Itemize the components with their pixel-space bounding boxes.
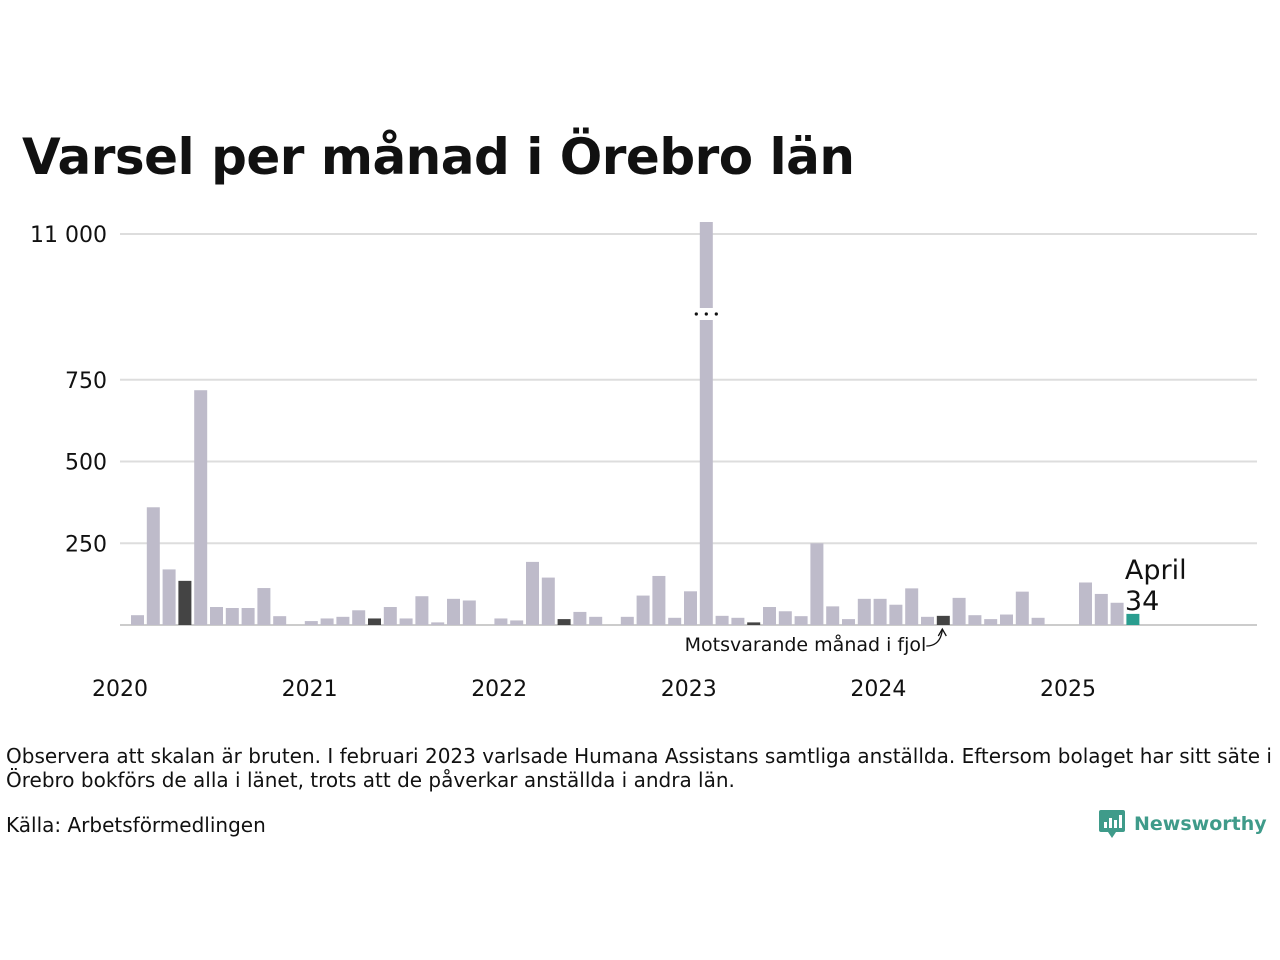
axis-break-dot (694, 312, 698, 316)
chart-title: Varsel per månad i Örebro län (22, 128, 855, 186)
bar (510, 620, 524, 625)
bar (731, 617, 745, 625)
x-tick-label: 2023 (661, 677, 717, 702)
comparison-arrowhead (937, 627, 947, 637)
bar (131, 615, 144, 625)
x-tick-label: 2021 (282, 677, 338, 702)
bar (225, 607, 239, 625)
bar (399, 618, 413, 625)
y-tick-label: 250 (65, 532, 107, 557)
bar (573, 611, 587, 625)
bar (889, 604, 903, 625)
bar (415, 596, 429, 625)
x-tick-label: 2024 (850, 677, 906, 702)
x-tick-label: 2020 (92, 677, 148, 702)
gridlines (120, 233, 1257, 626)
bar (1079, 582, 1092, 625)
bar (636, 595, 650, 625)
bar (952, 597, 966, 625)
bar (620, 616, 634, 625)
bar (241, 607, 255, 625)
bar (368, 618, 381, 625)
bars (131, 222, 1140, 625)
bar (431, 622, 445, 625)
bar (589, 616, 603, 625)
bar (936, 615, 950, 625)
bar (715, 615, 729, 625)
chart-note: Observera att skalan är bruten. I februa… (6, 744, 1272, 792)
y-tick-label: 500 (65, 451, 107, 476)
axis-labels: 250 500 750 11 000 2020 2021 2022 2023 2024 2025 (30, 223, 1096, 702)
axis-break-dot (714, 312, 718, 316)
bar (1015, 591, 1029, 625)
bar (557, 619, 571, 625)
y-tick-label: 11 000 (30, 223, 107, 248)
bar (257, 588, 271, 625)
bar (984, 619, 998, 625)
bar (320, 618, 334, 625)
bar (921, 616, 934, 625)
bar (162, 569, 176, 625)
current-value-label: 34 (1125, 586, 1159, 617)
source-credit: Källa: Arbetsförmedlingen (6, 813, 266, 837)
bar (352, 610, 366, 625)
bar (826, 606, 840, 625)
bar (699, 222, 713, 625)
bar (668, 617, 682, 625)
bar (1031, 617, 1045, 625)
bar (383, 607, 397, 625)
bar (810, 543, 824, 625)
newsworthy-brand[interactable]: Newsworthy (1098, 808, 1267, 840)
bar (494, 618, 508, 625)
bar (1110, 602, 1124, 625)
bar (905, 588, 919, 625)
x-tick-label: 2025 (1040, 677, 1096, 702)
bar (842, 619, 855, 625)
bar (462, 600, 476, 625)
comparison-arrow (926, 629, 943, 647)
bar (194, 390, 208, 625)
bar (210, 607, 223, 625)
bar (778, 611, 792, 625)
newsworthy-logo-icon (1099, 810, 1125, 838)
bar (968, 615, 982, 625)
bar (273, 616, 287, 625)
bar (146, 507, 160, 625)
comparison-label: Motsvarande månad i fjol (685, 633, 927, 656)
bar (304, 621, 318, 625)
bar (447, 598, 460, 625)
bar (526, 561, 539, 625)
bar (763, 607, 776, 625)
bar (541, 577, 555, 625)
bar (336, 616, 350, 625)
bar (1000, 614, 1013, 625)
bar (857, 598, 871, 625)
bar (178, 580, 192, 625)
x-tick-label: 2022 (471, 677, 527, 702)
axis-break-dot (704, 312, 708, 316)
bar (794, 616, 808, 625)
bar (1126, 613, 1140, 625)
bar (684, 591, 697, 625)
bar (873, 598, 887, 625)
y-tick-label: 750 (65, 369, 107, 394)
bar (652, 575, 666, 625)
brand-name: Newsworthy (1134, 813, 1267, 835)
bar (1094, 593, 1108, 625)
current-month-label: April (1125, 555, 1187, 586)
bar (747, 622, 761, 625)
